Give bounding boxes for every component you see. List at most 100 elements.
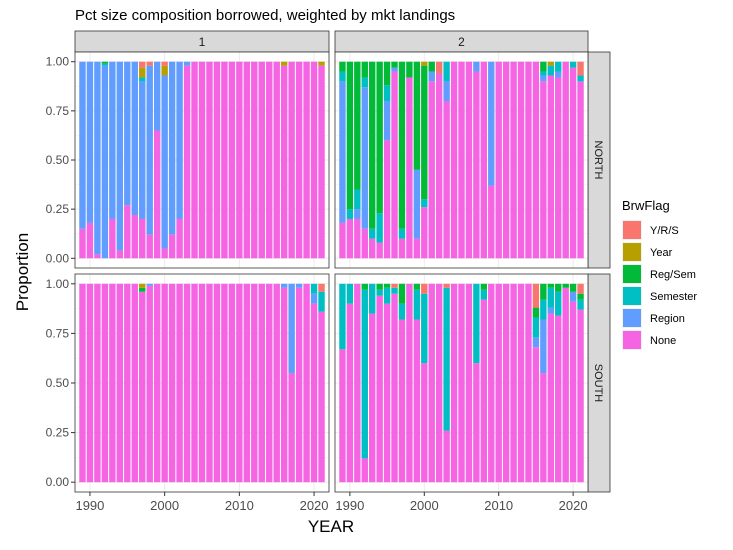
bar-yrs-2000 — [161, 61, 168, 66]
bar-region-1994 — [116, 61, 124, 251]
bar-region-2002 — [176, 61, 183, 219]
bar-region-2016 — [280, 283, 288, 288]
y-tick-label: 0.25 — [46, 426, 70, 440]
y-tick-label: 1.00 — [46, 277, 70, 291]
facet-strip-row-north: NORTH — [587, 51, 611, 269]
bar-none-1998 — [406, 283, 413, 483]
bar-none-2016 — [540, 81, 547, 259]
bar-none-2000 — [421, 207, 428, 259]
bar-none-1998 — [146, 234, 153, 259]
x-axis-label: YEAR — [308, 517, 354, 536]
bar-none-2017 — [547, 75, 554, 259]
bar-region-1996 — [131, 61, 138, 216]
panel-1-north — [74, 51, 330, 269]
bar-none-1996 — [131, 283, 138, 483]
y-axis-ticks: 0.00 0.25 0.50 0.75 1.00 0.00 0.25 0.50 0.75 1.00 — [46, 55, 75, 489]
bar-none-2005 — [198, 283, 206, 483]
bar-semester-1990 — [346, 209, 354, 219]
legend-label: Region — [650, 313, 685, 325]
bar-none-2011 — [502, 61, 510, 259]
bar-none-2014 — [525, 283, 532, 483]
bar-year-2000 — [421, 61, 428, 66]
bar-none-2018 — [295, 61, 303, 259]
bar-region-2020 — [310, 293, 318, 304]
bar-semester-2007 — [473, 283, 480, 364]
bar-region-1998 — [146, 65, 153, 235]
bar-none-1995 — [124, 283, 131, 483]
bar-region-1993 — [109, 61, 116, 219]
legend-label: Reg/Sem — [650, 269, 696, 281]
bar-regsem-1990 — [346, 61, 354, 210]
legend-swatch-semester — [623, 287, 641, 305]
bar-none-1991 — [354, 283, 361, 483]
x-tick-label: 2010 — [225, 498, 254, 513]
bar-regsem-1989 — [339, 61, 346, 72]
bar-none-1989 — [339, 222, 346, 259]
bar-none-2004 — [450, 283, 458, 483]
bar-none-2021 — [577, 309, 584, 483]
bar-none-1993 — [369, 313, 376, 483]
bar-region-1991 — [94, 61, 101, 255]
bar-none-1994 — [376, 242, 383, 259]
bar-none-2019 — [562, 287, 569, 483]
bar-none-2000 — [421, 363, 428, 483]
bar-none-2019 — [303, 283, 310, 483]
bar-none-2011 — [243, 61, 251, 259]
bar-none-1999 — [413, 319, 421, 483]
bar-none-2003 — [443, 430, 450, 483]
bar-none-1993 — [109, 218, 116, 259]
bar-semester-1992 — [101, 63, 109, 66]
bar-semester-2003 — [443, 61, 450, 82]
facet-strip-row-south: SOUTH — [587, 273, 611, 493]
bar-region-2020 — [569, 291, 577, 302]
y-tick-label: 0.25 — [46, 202, 70, 216]
bar-regsem-1997 — [139, 287, 146, 292]
bar-none-2001 — [428, 81, 435, 259]
bar-none-1997 — [398, 319, 406, 483]
bar-none-2006 — [465, 61, 473, 259]
bar-region-2018 — [295, 283, 303, 288]
bar-year-2000 — [161, 65, 168, 76]
bar-yrs-1996 — [391, 283, 398, 288]
legend-label: Semester — [650, 291, 697, 303]
panel-border — [334, 273, 589, 493]
bar-semester-1996 — [391, 287, 398, 294]
bar-none-2000 — [161, 283, 168, 483]
y-tick-label: 0.75 — [46, 326, 70, 340]
bar-none-2020 — [569, 301, 577, 483]
bar-none-2008 — [480, 61, 488, 259]
bar-region-1989 — [339, 81, 346, 223]
bar-none-1996 — [391, 71, 398, 259]
bar-yrs-2021 — [577, 61, 584, 76]
legend-swatch-yrs — [623, 221, 641, 239]
bar-none-1995 — [383, 303, 391, 483]
bar-regsem-1999 — [413, 283, 421, 290]
legend-label: Year — [650, 247, 673, 259]
bar-semester-1989 — [339, 71, 346, 82]
bar-regsem-1998 — [406, 61, 413, 78]
bar-yrs-2021 — [318, 283, 325, 292]
legend-swatch-year — [623, 243, 641, 261]
bar-semester-1991 — [354, 189, 361, 210]
x-tick-label: 2000 — [410, 498, 439, 513]
bar-semester-1992 — [361, 77, 368, 88]
bar-none-2007 — [473, 71, 480, 259]
legend-swatch-regsem — [623, 265, 641, 283]
bar-none-2018 — [555, 77, 562, 259]
bar-none-2012 — [251, 61, 258, 259]
bar-yrs-2002 — [435, 61, 443, 74]
bar-none-2003 — [183, 65, 191, 259]
bar-none-2002 — [435, 283, 443, 483]
bar-semester-2020 — [310, 283, 318, 294]
bar-region-1991 — [354, 209, 361, 219]
y-axis-label: Proportion — [13, 233, 32, 311]
bar-regsem-2018 — [555, 283, 562, 292]
x-tick-label: 2020 — [559, 498, 588, 513]
facet-label-row-north: NORTH — [592, 141, 604, 180]
bar-year-2016 — [280, 61, 288, 66]
bar-none-2017 — [288, 61, 295, 259]
bar-none-2021 — [318, 65, 325, 259]
bar-region-1992 — [361, 87, 368, 229]
bar-yrs-2000 — [421, 283, 428, 294]
bar-none-2009 — [488, 283, 495, 483]
